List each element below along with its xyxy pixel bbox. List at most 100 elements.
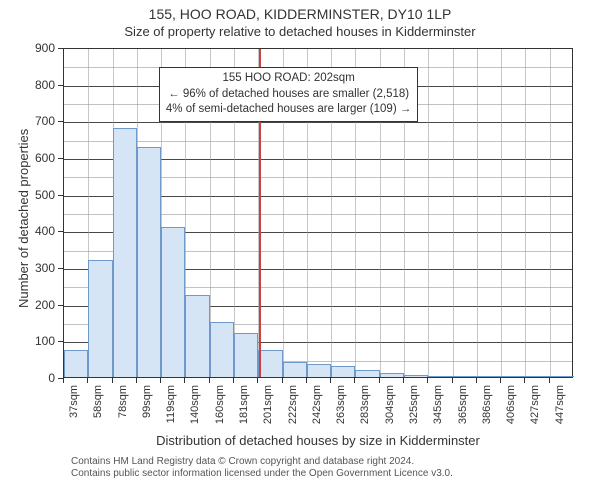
x-tick-label: 37sqm [68, 385, 80, 425]
x-tick-label: 222sqm [287, 385, 299, 425]
chart-plot-area: 155 HOO ROAD: 202sqm← 96% of detached ho… [63, 48, 573, 378]
x-tick-label: 160sqm [214, 385, 226, 425]
x-tick-mark [354, 378, 355, 383]
x-tick-mark [330, 378, 331, 383]
x-tick-mark [257, 378, 258, 383]
y-tick-label: 500 [0, 188, 55, 202]
x-tick-label: 181sqm [238, 385, 250, 425]
gridline-vertical [550, 49, 551, 377]
attribution-line2: Contains public sector information licen… [71, 468, 453, 479]
histogram-bar [88, 260, 112, 377]
histogram-bar [258, 350, 282, 378]
x-tick-label: 386sqm [481, 385, 493, 425]
page-title-line1: 155, HOO ROAD, KIDDERMINSTER, DY10 1LP [0, 0, 600, 22]
histogram-bar [64, 350, 88, 378]
histogram-bar [234, 333, 258, 377]
y-tick-label: 800 [0, 78, 55, 92]
histogram-bar [331, 366, 355, 377]
x-tick-mark [452, 378, 453, 383]
x-tick-label: 242sqm [311, 385, 323, 425]
histogram-bar [113, 128, 137, 377]
gridline-vertical [477, 49, 478, 377]
x-tick-mark [136, 378, 137, 383]
y-tick-label: 300 [0, 261, 55, 275]
x-axis-title: Distribution of detached houses by size … [63, 433, 573, 448]
x-tick-mark [403, 378, 404, 383]
x-tick-mark [282, 378, 283, 383]
histogram-bar [404, 375, 428, 377]
x-tick-label: 78sqm [117, 385, 129, 425]
histogram-bar [161, 227, 185, 377]
attribution-line1: Contains HM Land Registry data © Crown c… [71, 456, 414, 467]
x-tick-label: 406sqm [505, 385, 517, 425]
x-tick-mark [184, 378, 185, 383]
x-tick-label: 345sqm [432, 385, 444, 425]
gridline-vertical [525, 49, 526, 377]
x-tick-label: 119sqm [165, 385, 177, 425]
y-tick-mark [58, 341, 63, 342]
x-tick-label: 365sqm [457, 385, 469, 425]
x-tick-label: 304sqm [384, 385, 396, 425]
x-tick-label: 99sqm [141, 385, 153, 425]
x-tick-mark [233, 378, 234, 383]
gridline-major [64, 122, 572, 123]
x-tick-mark [427, 378, 428, 383]
y-tick-mark [58, 195, 63, 196]
x-tick-label: 325sqm [408, 385, 420, 425]
histogram-bar [137, 147, 161, 377]
histogram-bar [501, 376, 525, 377]
y-tick-label: 100 [0, 334, 55, 348]
histogram-bar [355, 370, 379, 377]
y-tick-label: 900 [0, 41, 55, 55]
histogram-bar [307, 364, 331, 377]
x-tick-mark [112, 378, 113, 383]
annotation-line1: 155 HOO ROAD: 202sqm [166, 71, 411, 87]
gridline-vertical [453, 49, 454, 377]
x-tick-mark [476, 378, 477, 383]
histogram-bar [428, 376, 452, 377]
histogram-bar [525, 376, 549, 377]
y-tick-mark [58, 305, 63, 306]
x-tick-mark [63, 378, 64, 383]
x-tick-label: 283sqm [359, 385, 371, 425]
y-tick-label: 400 [0, 224, 55, 238]
y-tick-mark [58, 48, 63, 49]
x-tick-label: 427sqm [529, 385, 541, 425]
y-tick-mark [58, 85, 63, 86]
histogram-bar [185, 295, 209, 378]
histogram-bar [380, 373, 404, 377]
x-tick-mark [87, 378, 88, 383]
x-tick-label: 201sqm [262, 385, 274, 425]
x-tick-mark [379, 378, 380, 383]
gridline-vertical [428, 49, 429, 377]
histogram-bar [550, 376, 574, 377]
gridline-minor [64, 141, 572, 142]
y-tick-mark [58, 121, 63, 122]
x-tick-label: 447sqm [554, 385, 566, 425]
annotation-line2: ← 96% of detached houses are smaller (2,… [166, 87, 411, 103]
x-tick-mark [500, 378, 501, 383]
histogram-bar [453, 376, 477, 377]
histogram-bar [477, 376, 501, 377]
x-tick-mark [524, 378, 525, 383]
y-tick-label: 700 [0, 114, 55, 128]
y-tick-label: 200 [0, 298, 55, 312]
x-tick-mark [160, 378, 161, 383]
histogram-bar [210, 322, 234, 377]
y-tick-mark [58, 268, 63, 269]
y-tick-label: 0 [0, 371, 55, 385]
y-tick-mark [58, 158, 63, 159]
x-tick-label: 140sqm [189, 385, 201, 425]
x-tick-label: 58sqm [92, 385, 104, 425]
annotation-box: 155 HOO ROAD: 202sqm← 96% of detached ho… [159, 67, 418, 122]
page-title-line2: Size of property relative to detached ho… [0, 24, 600, 39]
y-tick-mark [58, 231, 63, 232]
gridline-vertical [501, 49, 502, 377]
x-tick-mark [549, 378, 550, 383]
histogram-bar [283, 362, 307, 377]
annotation-line3: 4% of semi-detached houses are larger (1… [166, 102, 411, 118]
x-tick-mark [306, 378, 307, 383]
y-tick-label: 600 [0, 151, 55, 165]
x-tick-mark [209, 378, 210, 383]
x-tick-label: 263sqm [335, 385, 347, 425]
